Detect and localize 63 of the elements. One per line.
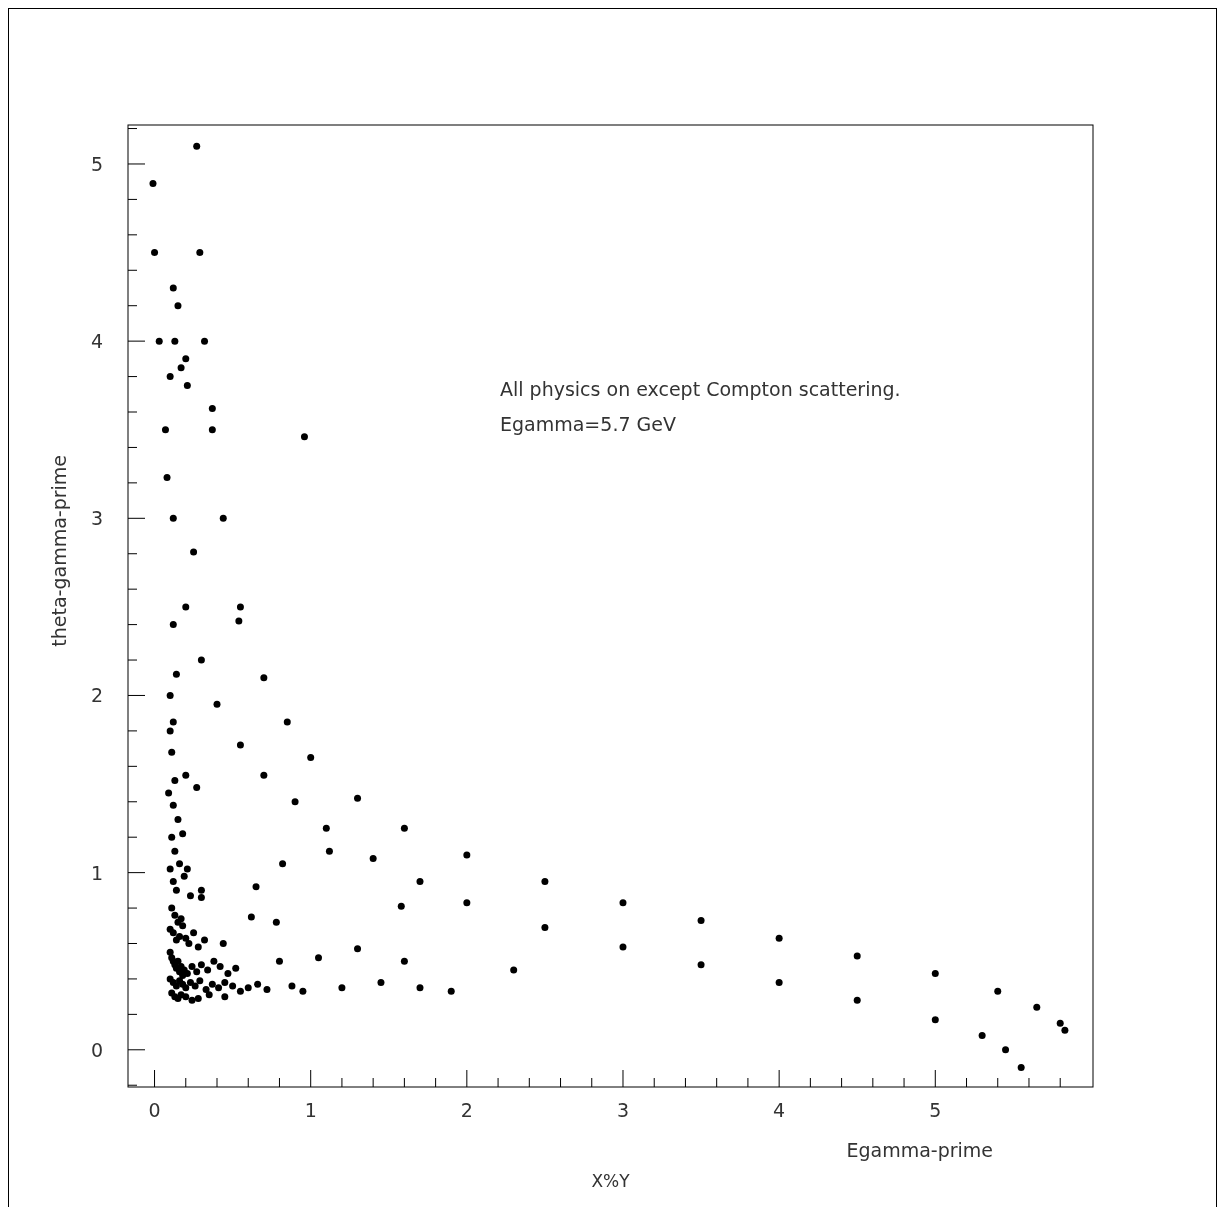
point bbox=[1061, 1026, 1069, 1034]
text: X%Y bbox=[591, 1171, 631, 1191]
y-tick-label: 1 bbox=[90, 861, 103, 884]
x-tick-label: 0 bbox=[148, 1099, 161, 1121]
point bbox=[260, 674, 268, 682]
point bbox=[354, 794, 362, 802]
point bbox=[416, 877, 424, 885]
point bbox=[182, 603, 190, 611]
point bbox=[463, 851, 471, 859]
point bbox=[283, 718, 291, 726]
point bbox=[1017, 1064, 1025, 1072]
x-tick-label: 4 bbox=[773, 1099, 786, 1121]
point bbox=[853, 996, 861, 1004]
point bbox=[697, 916, 705, 924]
point bbox=[994, 987, 1002, 995]
x-axis-title: Egamma-prime bbox=[846, 1139, 993, 1161]
point bbox=[151, 249, 159, 257]
annotation: Egamma=5.7 GeV bbox=[500, 413, 676, 435]
y-axis-title: theta-gamma-prime bbox=[48, 455, 70, 647]
point bbox=[1002, 1046, 1010, 1054]
point bbox=[219, 514, 227, 522]
y-tick-label: 2 bbox=[90, 684, 103, 707]
point bbox=[697, 961, 705, 969]
point bbox=[197, 656, 205, 664]
point bbox=[931, 1016, 939, 1024]
point bbox=[931, 970, 939, 978]
point bbox=[369, 854, 377, 862]
x-tick-label: 5 bbox=[929, 1099, 942, 1121]
point bbox=[193, 142, 201, 150]
point bbox=[619, 899, 627, 907]
point bbox=[236, 603, 244, 611]
point bbox=[853, 952, 861, 960]
point bbox=[541, 924, 549, 932]
point bbox=[155, 337, 163, 345]
point bbox=[149, 179, 157, 187]
point bbox=[201, 337, 209, 345]
point bbox=[400, 824, 408, 832]
point bbox=[978, 1032, 986, 1040]
point bbox=[1033, 1003, 1041, 1011]
x-tick-label: 2 bbox=[460, 1099, 473, 1121]
annotation: All physics on except Compton scattering. bbox=[500, 378, 901, 400]
point bbox=[236, 741, 244, 749]
point bbox=[541, 877, 549, 885]
x-tick-label: 3 bbox=[616, 1099, 630, 1121]
point bbox=[161, 426, 169, 434]
point bbox=[322, 824, 330, 832]
point bbox=[196, 249, 204, 257]
point bbox=[775, 978, 783, 986]
point bbox=[213, 700, 221, 708]
y-tick-label: 4 bbox=[90, 330, 103, 353]
point bbox=[291, 798, 299, 806]
point bbox=[775, 934, 783, 942]
x-tick-label: 1 bbox=[304, 1099, 317, 1121]
point bbox=[208, 426, 216, 434]
point bbox=[260, 771, 268, 779]
point bbox=[463, 899, 471, 907]
point bbox=[619, 943, 627, 951]
point bbox=[1056, 1019, 1064, 1027]
point bbox=[307, 753, 315, 761]
point bbox=[169, 514, 177, 522]
y-tick-label: 5 bbox=[90, 152, 103, 175]
y-tick-label: 3 bbox=[90, 507, 103, 530]
y-tick-label: 0 bbox=[90, 1038, 103, 1061]
